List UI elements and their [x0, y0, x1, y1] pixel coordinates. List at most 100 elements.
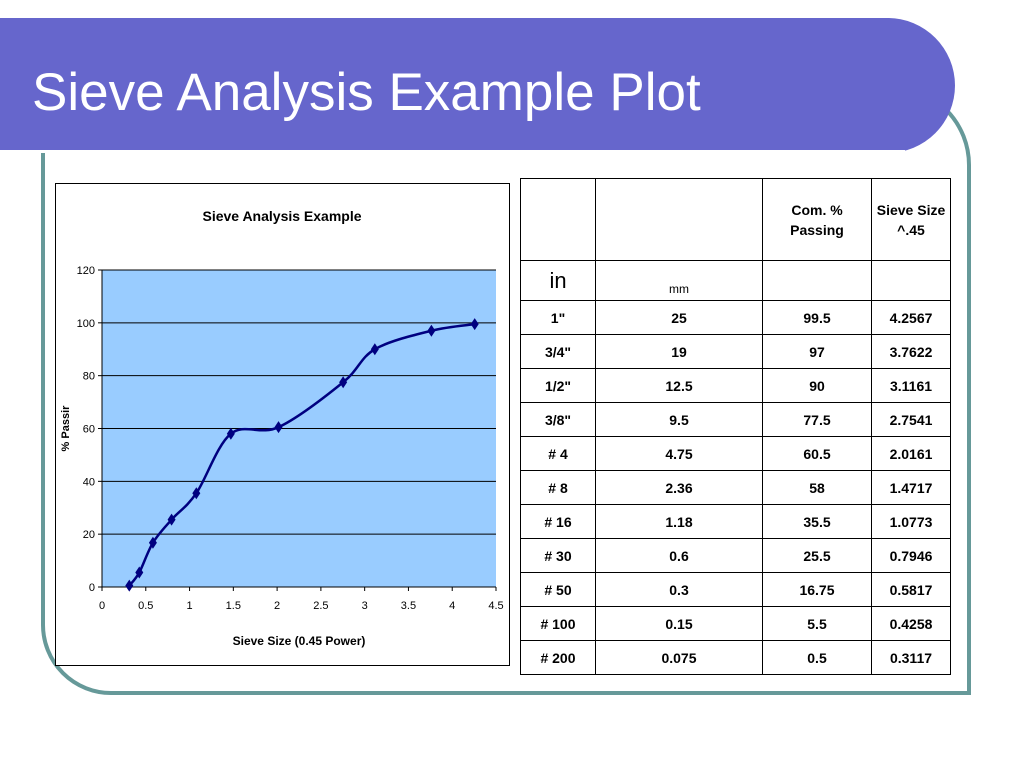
data-point-marker: [148, 536, 157, 549]
data-point-marker: [135, 566, 144, 579]
table-cell: 12.5: [595, 368, 763, 403]
table-cell: # 30: [520, 538, 596, 573]
table-cell: 0.15: [595, 606, 763, 641]
y-tick-label: 120: [77, 265, 95, 277]
x-tick-label: 2.5: [313, 600, 328, 612]
y-tick-label: 80: [83, 371, 95, 383]
table-header-row: Com. % Passing Sieve Size ^.45: [520, 178, 951, 261]
data-point-marker: [370, 343, 379, 356]
header-cell-passing: Com. % Passing: [762, 178, 872, 261]
x-tick-label: 4: [449, 600, 455, 612]
table-cell: 16.75: [762, 572, 872, 607]
table-cell: 1.4717: [871, 470, 951, 505]
table-row: # 50 0.3 16.75 0.5817: [520, 572, 951, 607]
slide-title: Sieve Analysis Example Plot: [32, 63, 701, 122]
table-cell: 97: [762, 334, 872, 369]
table-cell: # 4: [520, 436, 596, 471]
unit-in-label: in: [549, 267, 567, 293]
title-underline: [0, 150, 905, 153]
table-cell: 2.36: [595, 470, 763, 505]
table-cell: 9.5: [595, 402, 763, 437]
table-cell: 0.3: [595, 572, 763, 607]
table-cell: 90: [762, 368, 872, 403]
table-cell: 3.1161: [871, 368, 951, 403]
table-cell: 5.5: [762, 606, 872, 641]
header-cell: [595, 178, 763, 261]
sieve-chart: 0 20 40 60 80 100 120 0 0.5 1 1.5 2 2.5 3 3.5 4 4.5 Sieve…: [60, 208, 504, 648]
sieve-data-table: Com. % Passing Sieve Size ^.45 in mm 1" 2…: [520, 178, 951, 675]
table-row: 1" 25 99.5 4.2567: [520, 300, 951, 335]
table-cell: 60.5: [762, 436, 872, 471]
table-row: # 30 0.6 25.5 0.7946: [520, 538, 951, 573]
table-cell: 2.7541: [871, 402, 951, 437]
unit-cell-mm: mm: [595, 260, 763, 301]
table-row: # 100 0.15 5.5 0.4258: [520, 606, 951, 641]
table-cell: 4.2567: [871, 300, 951, 335]
table-cell: 0.075: [595, 640, 763, 675]
x-tick-label: 4.5: [488, 600, 503, 612]
table-cell: 3/4": [520, 334, 596, 369]
y-tick-label: 0: [89, 582, 95, 594]
x-tick-label: 1.5: [226, 600, 241, 612]
data-point-marker: [192, 487, 201, 500]
table-unit-row: in mm: [520, 260, 951, 301]
table-row: # 4 4.75 60.5 2.0161: [520, 436, 951, 471]
table-cell: 0.7946: [871, 538, 951, 573]
header-cell: [520, 178, 596, 261]
table-cell: 0.5: [762, 640, 872, 675]
y-tick-label: 60: [83, 424, 95, 436]
table-cell: 0.6: [595, 538, 763, 573]
table-row: # 200 0.075 0.5 0.3117: [520, 640, 951, 675]
unit-cell: [871, 260, 951, 301]
x-tick-label: 3.5: [401, 600, 416, 612]
table-cell: 77.5: [762, 402, 872, 437]
table-cell: 1/2": [520, 368, 596, 403]
y-axis-title: % Passir: [60, 405, 72, 452]
header-cell-sieve-size: Sieve Size ^.45: [871, 178, 951, 261]
y-tick-label: 40: [83, 476, 95, 488]
x-tick-label: 2: [274, 600, 280, 612]
table-row: # 8 2.36 58 1.4717: [520, 470, 951, 505]
table-cell: # 100: [520, 606, 596, 641]
x-tick-label: 1: [186, 600, 192, 612]
x-tick-label: 0: [99, 600, 105, 612]
title-bar: Sieve Analysis Example Plot: [0, 18, 955, 153]
table-cell: 25.5: [762, 538, 872, 573]
unit-cell: [762, 260, 872, 301]
table-cell: 35.5: [762, 504, 872, 539]
table-cell: 99.5: [762, 300, 872, 335]
table-cell: 0.4258: [871, 606, 951, 641]
table-cell: 2.0161: [871, 436, 951, 471]
table-row: 1/2" 12.5 90 3.1161: [520, 368, 951, 403]
table-cell: 0.3117: [871, 640, 951, 675]
table-cell: # 50: [520, 572, 596, 607]
table-cell: 3.7622: [871, 334, 951, 369]
data-point-marker: [470, 318, 479, 331]
table-cell: 0.5817: [871, 572, 951, 607]
data-point-marker: [274, 421, 283, 434]
table-cell: 3/8": [520, 402, 596, 437]
x-tick-label: 0.5: [138, 600, 153, 612]
table-cell: 19: [595, 334, 763, 369]
data-point-marker: [226, 427, 235, 440]
table-cell: 58: [762, 470, 872, 505]
data-point-marker: [427, 324, 436, 337]
chart-title: Sieve Analysis Example: [202, 208, 361, 224]
table-row: # 16 1.18 35.5 1.0773: [520, 504, 951, 539]
x-axis-title: Sieve Size (0.45 Power): [233, 634, 366, 648]
x-tick-label: 3: [362, 600, 368, 612]
table-cell: # 200: [520, 640, 596, 675]
table-row: 3/8" 9.5 77.5 2.7541: [520, 402, 951, 437]
chart-container: 0 20 40 60 80 100 120 0 0.5 1 1.5 2 2.5 3 3.5 4 4.5 Sieve…: [55, 183, 510, 666]
data-point-marker: [125, 579, 134, 592]
table-row: 3/4" 19 97 3.7622: [520, 334, 951, 369]
data-point-marker: [167, 513, 176, 526]
unit-mm-label: mm: [669, 281, 689, 296]
table-cell: 1": [520, 300, 596, 335]
table-cell: 1.18: [595, 504, 763, 539]
table-cell: # 8: [520, 470, 596, 505]
y-tick-label: 20: [83, 529, 95, 541]
table-cell: 25: [595, 300, 763, 335]
unit-cell-in: in: [520, 260, 596, 301]
y-tick-label: 100: [77, 318, 95, 330]
